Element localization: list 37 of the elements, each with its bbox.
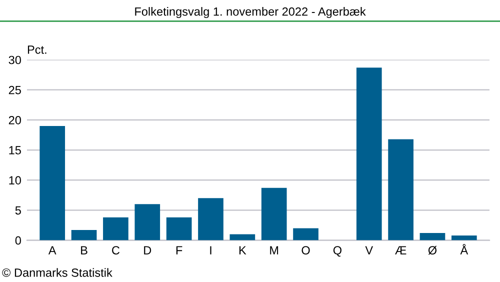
bar bbox=[420, 233, 446, 240]
y-tick-label: 20 bbox=[8, 116, 21, 124]
x-tick-label: K bbox=[239, 246, 246, 254]
chart-title: Folketingsvalg 1. november 2022 - Agerbæk bbox=[135, 7, 366, 18]
y-tick-label: 25 bbox=[8, 86, 21, 94]
y-tick-label: 10 bbox=[9, 176, 21, 184]
text: © Danmarks Statistik bbox=[2, 268, 112, 277]
y-axis-title: Pct. bbox=[28, 46, 46, 54]
bar bbox=[388, 139, 414, 240]
y-tick-label: 5 bbox=[15, 206, 21, 215]
x-tick-label: Ø bbox=[428, 246, 437, 255]
bar bbox=[103, 217, 128, 240]
x-tick-label: Æ bbox=[395, 246, 406, 254]
bar bbox=[451, 235, 477, 240]
x-tick-label: B bbox=[81, 246, 88, 254]
x-tick-label: F bbox=[176, 246, 182, 254]
x-tick-label: C bbox=[112, 246, 120, 254]
x-tick-label: O bbox=[302, 246, 310, 254]
y-tick-label: 15 bbox=[9, 146, 21, 154]
bar bbox=[166, 217, 192, 240]
x-tick-label: M bbox=[270, 246, 278, 254]
bar bbox=[356, 68, 382, 240]
bar bbox=[71, 230, 97, 240]
bar bbox=[293, 228, 318, 240]
y-tick-label: 0 bbox=[15, 236, 21, 245]
x-tick-label: Å bbox=[460, 244, 468, 254]
bar bbox=[198, 198, 224, 240]
x-tick-label: A bbox=[48, 246, 56, 254]
x-tick-label: D bbox=[144, 246, 152, 254]
x-tick-label: V bbox=[365, 246, 374, 254]
bar bbox=[261, 188, 287, 240]
x-tick-label: I bbox=[210, 246, 212, 254]
x-tick-label: Q bbox=[333, 246, 342, 257]
bar bbox=[230, 234, 256, 240]
y-tick-label: 30 bbox=[8, 56, 21, 64]
bar bbox=[40, 126, 66, 240]
bar bbox=[134, 204, 160, 240]
